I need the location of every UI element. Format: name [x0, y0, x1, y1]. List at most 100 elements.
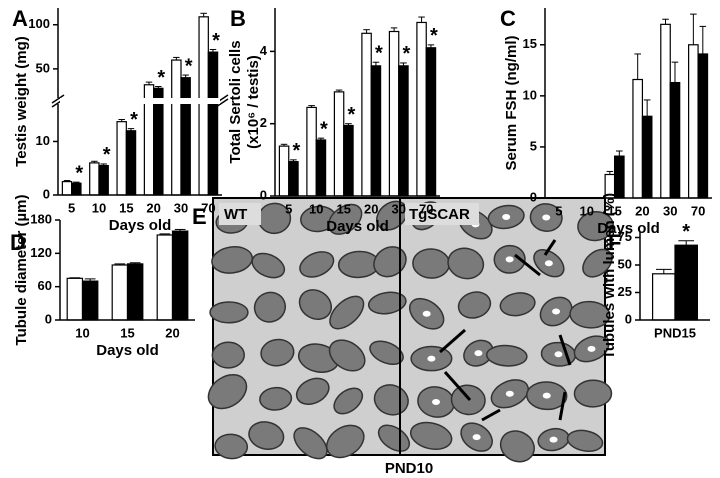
- x-tick-label: 15: [119, 200, 133, 215]
- x-axis-label: Days old: [597, 220, 660, 237]
- tgscar-label: TgSCAR: [409, 206, 470, 223]
- panel-letter: C: [500, 6, 516, 31]
- bar: [361, 32, 372, 197]
- lumen: [554, 351, 563, 358]
- significance-mark: *: [348, 104, 356, 126]
- lumen: [549, 436, 558, 443]
- bar: [370, 65, 382, 197]
- x-axis-label: Days old: [109, 217, 172, 234]
- bar: [288, 161, 299, 197]
- y-axis-label: (x10⁶ / testis): [245, 55, 262, 149]
- tubule: [577, 210, 614, 242]
- arrow: [558, 391, 567, 421]
- tubule: [566, 429, 604, 452]
- tubule: [328, 339, 366, 372]
- x-axis-label: Days old: [96, 342, 159, 359]
- tubule: [207, 373, 248, 410]
- tubule: [373, 246, 407, 278]
- bar: [171, 230, 189, 321]
- bar: [98, 164, 109, 196]
- bar: [398, 65, 409, 197]
- bar: [198, 16, 209, 196]
- bar: [89, 162, 100, 196]
- significance-mark: *: [75, 162, 83, 184]
- arrow: [543, 239, 557, 256]
- tubule: [260, 338, 295, 367]
- bar: [171, 59, 182, 196]
- axis-break: [51, 94, 65, 104]
- y-axis-label: Testis weight (mg): [13, 36, 30, 167]
- y-tick-label: 120: [30, 245, 52, 260]
- x-tick-label: PND15: [654, 325, 696, 340]
- y-tick-label: 25: [618, 284, 632, 299]
- wt-label: WT: [224, 206, 247, 223]
- panel-letter: E: [192, 204, 207, 229]
- lumen: [472, 434, 481, 441]
- tubule: [211, 341, 245, 369]
- significance-mark: *: [103, 144, 111, 166]
- bar: [81, 280, 99, 321]
- tubule: [367, 291, 407, 315]
- bar: [425, 47, 437, 197]
- bar: [111, 264, 129, 321]
- y-tick-label: 4: [260, 43, 268, 58]
- bar: [116, 121, 127, 196]
- bar: [126, 263, 144, 321]
- bar: [156, 234, 174, 321]
- tubule: [485, 344, 528, 367]
- tubule: [209, 301, 249, 324]
- x-tick-label: 30: [663, 203, 677, 218]
- y-tick-label: 50: [618, 256, 632, 271]
- y-tick-label: 0: [625, 311, 632, 326]
- tubule: [248, 421, 285, 450]
- y-tick-label: 0: [260, 187, 267, 202]
- break-gap: [60, 98, 220, 104]
- lumen: [432, 398, 441, 405]
- tubule: [253, 291, 287, 323]
- y-tick-label: 15: [523, 36, 537, 51]
- bar: [278, 145, 290, 197]
- y-axis-label: Tubule diameter (µm): [13, 195, 30, 346]
- tubule: [214, 433, 249, 460]
- bar: [651, 273, 676, 321]
- significance-mark: *: [320, 118, 328, 140]
- x-tick-label: 15: [337, 201, 351, 216]
- x-tick-label: 20: [364, 201, 378, 216]
- bar: [343, 124, 354, 197]
- bar: [180, 77, 191, 196]
- significance-mark: *: [130, 109, 138, 131]
- tubule: [293, 427, 328, 460]
- tubule: [573, 379, 613, 408]
- x-tick-label: 15: [120, 325, 134, 340]
- x-tick-label: 10: [92, 200, 106, 215]
- y-tick-label: 0: [45, 311, 52, 326]
- x-tick-label: 10: [580, 203, 594, 218]
- bar: [388, 30, 400, 197]
- significance-mark: *: [403, 43, 411, 65]
- x-tick-label: 15: [607, 203, 621, 218]
- lumen: [587, 345, 596, 352]
- panel-letter: A: [12, 6, 28, 31]
- tubule: [499, 430, 535, 463]
- x-tick-label: 70: [201, 200, 215, 215]
- significance-mark: *: [157, 67, 165, 89]
- bar: [688, 44, 699, 199]
- tubule: [299, 251, 335, 278]
- x-tick-label: 70: [691, 203, 705, 218]
- x-tick-label: 30: [174, 200, 188, 215]
- y-tick-label: 10: [36, 133, 50, 148]
- x-tick-label: 5: [68, 200, 75, 215]
- x-tick-label: 70: [419, 201, 433, 216]
- tubule: [499, 292, 536, 317]
- bar: [207, 51, 219, 196]
- tubule: [327, 203, 363, 235]
- y-tick-label: 60: [38, 278, 52, 293]
- arrow: [514, 253, 541, 277]
- tubule: [412, 248, 451, 279]
- x-tick-label: 20: [635, 203, 649, 218]
- bar: [153, 87, 164, 196]
- micrograph-frame: [212, 197, 606, 456]
- tubule: [295, 377, 330, 405]
- panel-letter: D: [10, 230, 26, 255]
